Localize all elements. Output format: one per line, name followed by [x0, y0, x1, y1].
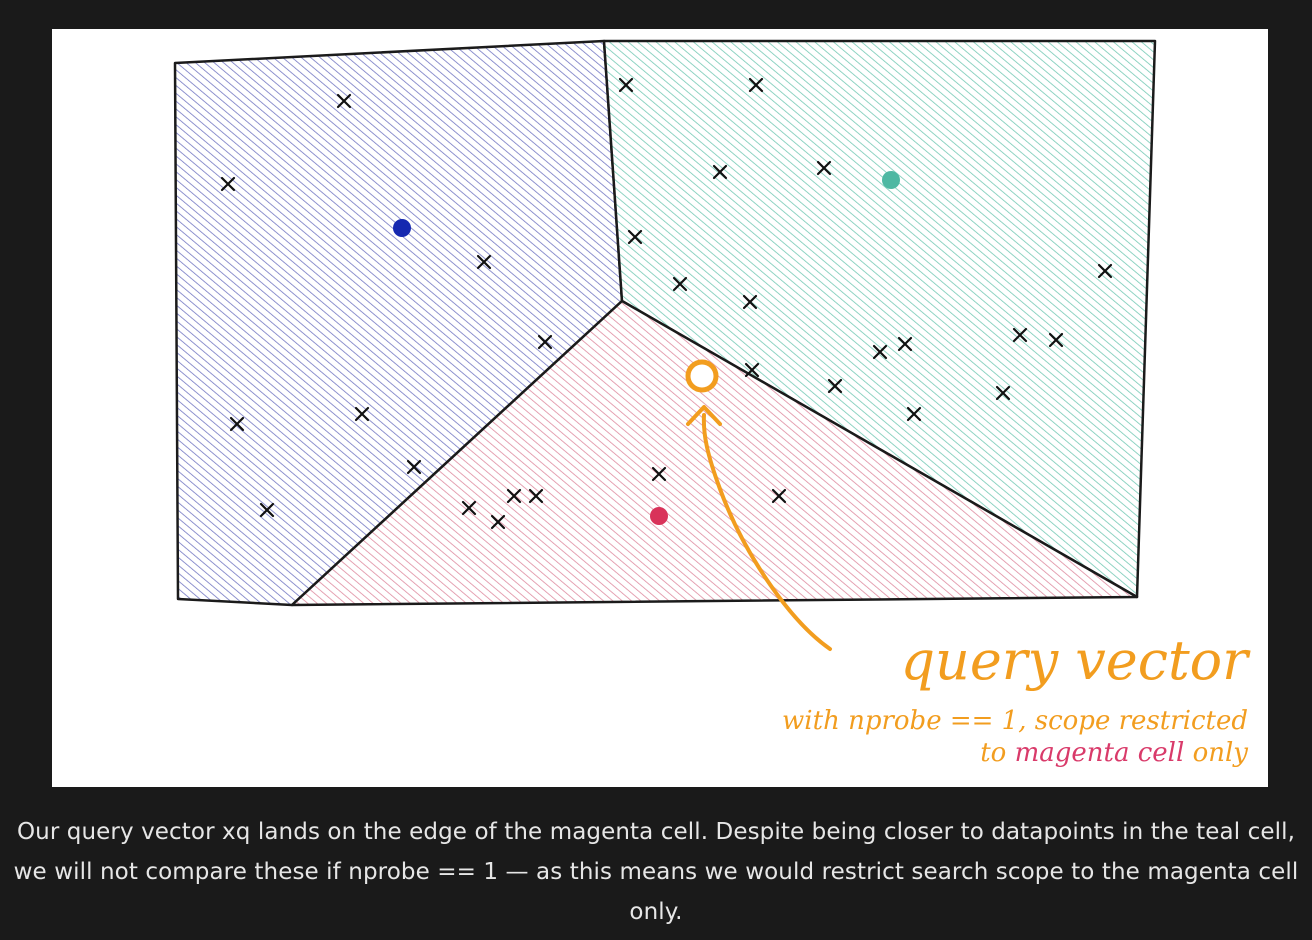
datapoint-x-mark — [897, 336, 913, 352]
datapoint-x-mark — [406, 459, 422, 475]
diagram-canvas: query vector with nprobe == 1, scope res… — [52, 29, 1268, 787]
magenta-centroid — [650, 507, 668, 525]
annotation-line-2-suffix: only — [1184, 738, 1248, 768]
datapoint-x-mark — [229, 416, 245, 432]
datapoint-x-mark — [742, 294, 758, 310]
datapoint-x-mark — [461, 500, 477, 516]
datapoint-x-mark — [220, 176, 236, 192]
datapoint-x-mark — [995, 385, 1011, 401]
teal-centroid — [882, 171, 900, 189]
datapoint-x-mark — [712, 164, 728, 180]
datapoint-x-mark — [1012, 327, 1028, 343]
datapoint-x-mark — [506, 488, 522, 504]
voronoi-diagram: query vector with nprobe == 1, scope res… — [173, 39, 1251, 768]
datapoint-x-mark — [816, 160, 832, 176]
datapoint-x-mark — [354, 406, 370, 422]
datapoint-x-mark — [627, 229, 643, 245]
datapoint-x-mark — [744, 362, 760, 378]
datapoint-x-mark — [1048, 332, 1064, 348]
datapoint-x-mark — [748, 77, 764, 93]
datapoint-x-mark — [528, 488, 544, 504]
datapoint-x-mark — [1097, 263, 1113, 279]
annotation-line-2-prefix: to — [980, 738, 1014, 768]
datapoint-x-mark — [771, 488, 787, 504]
datapoint-x-mark — [336, 93, 352, 109]
datapoint-x-mark — [827, 378, 843, 394]
blue-centroid — [393, 219, 411, 237]
datapoint-x-mark — [651, 466, 667, 482]
datapoint-x-mark — [618, 77, 634, 93]
query-arrow-head — [686, 405, 722, 426]
annotation-magenta-highlight: magenta cell — [1015, 738, 1185, 768]
datapoint-x-mark — [476, 254, 492, 270]
query-arrow — [701, 413, 832, 651]
datapoints — [220, 77, 1113, 530]
datapoint-x-mark — [537, 334, 553, 350]
figure-caption: Our query vector xq lands on the edge of… — [13, 819, 1299, 925]
annotation-line-2: to magenta cell only — [980, 738, 1248, 768]
datapoint-x-mark — [672, 276, 688, 292]
datapoint-x-mark — [872, 344, 888, 360]
annotation-title: query vector — [900, 629, 1251, 692]
annotation-line-1: with nprobe == 1, scope restricted — [782, 706, 1248, 736]
datapoint-x-mark — [490, 514, 506, 530]
magenta-cell — [290, 299, 1139, 607]
datapoint-x-mark — [259, 502, 275, 518]
datapoint-x-mark — [906, 406, 922, 422]
query-vector — [685, 359, 719, 393]
